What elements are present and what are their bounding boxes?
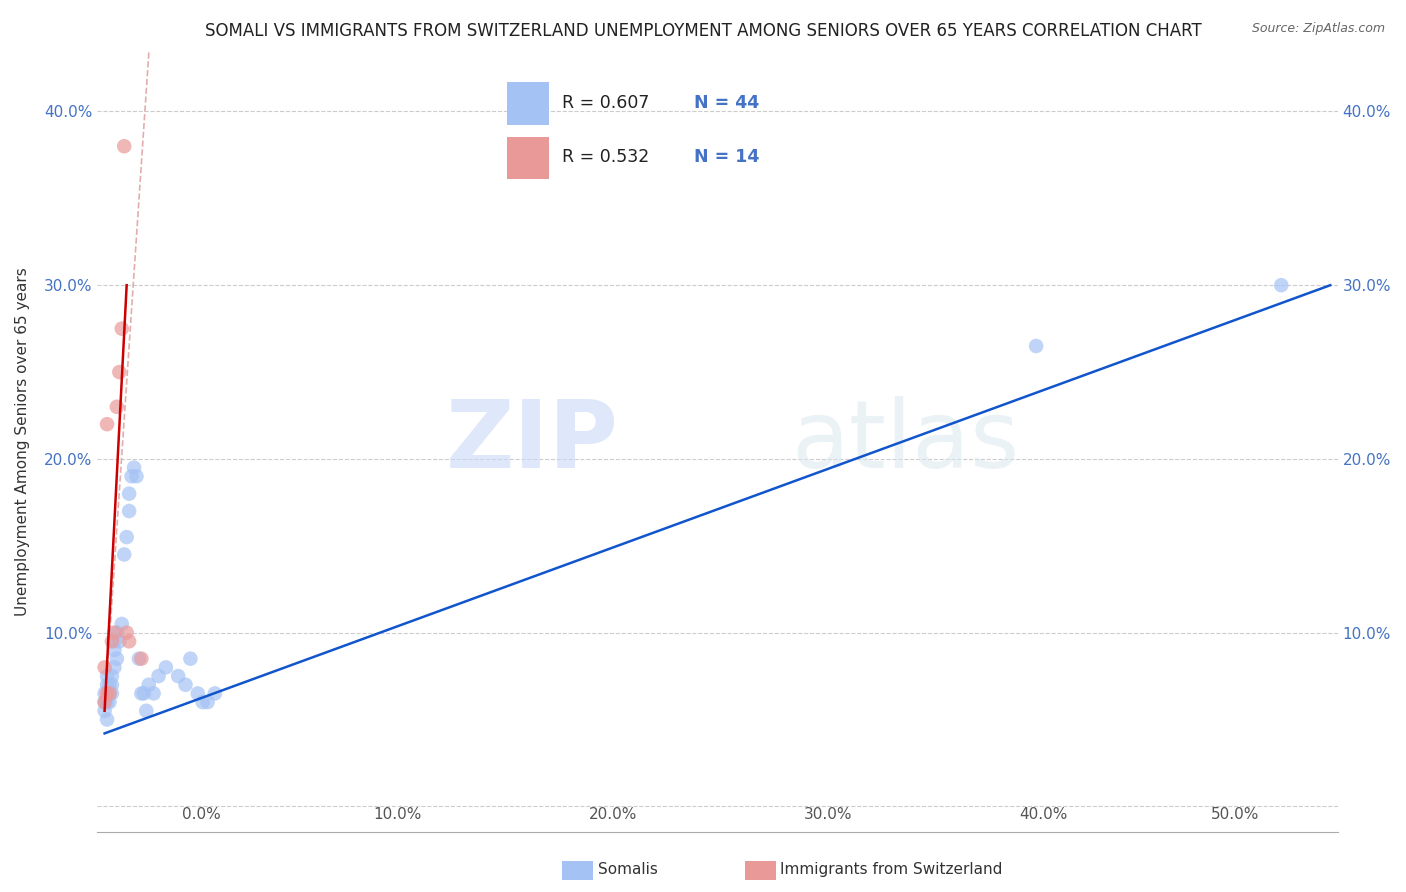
Point	[105, 651, 128, 665]
Point	[96, 713, 118, 727]
Point	[98, 686, 121, 700]
Text: 50.0%: 50.0%	[1211, 807, 1258, 822]
Point	[204, 686, 226, 700]
Text: ZIP: ZIP	[446, 395, 619, 488]
Text: 20.0%: 20.0%	[589, 807, 637, 822]
Point	[1025, 339, 1047, 353]
Point	[108, 634, 131, 648]
Point	[93, 660, 115, 674]
Point	[135, 704, 157, 718]
Point	[112, 548, 135, 562]
Point	[101, 634, 124, 648]
Point	[108, 365, 131, 379]
Point	[187, 686, 209, 700]
Point	[96, 417, 118, 432]
Point	[103, 660, 125, 674]
Point	[101, 669, 124, 683]
Point	[111, 321, 134, 335]
Point	[98, 678, 121, 692]
Point	[93, 686, 115, 700]
Point	[115, 625, 138, 640]
Point	[167, 669, 190, 683]
Point	[125, 469, 148, 483]
Point	[155, 660, 177, 674]
Text: Somalis: Somalis	[598, 863, 658, 877]
Point	[93, 704, 115, 718]
Y-axis label: Unemployment Among Seniors over 65 years: Unemployment Among Seniors over 65 years	[15, 268, 30, 615]
Point	[115, 530, 138, 544]
Point	[148, 669, 170, 683]
Point	[118, 486, 141, 500]
Point	[121, 469, 143, 483]
Text: SOMALI VS IMMIGRANTS FROM SWITZERLAND UNEMPLOYMENT AMONG SENIORS OVER 65 YEARS C: SOMALI VS IMMIGRANTS FROM SWITZERLAND UN…	[205, 22, 1201, 40]
Point	[128, 651, 150, 665]
Point	[111, 616, 134, 631]
Point	[98, 695, 121, 709]
Point	[142, 686, 165, 700]
Point	[96, 669, 118, 683]
Point	[96, 695, 118, 709]
Point	[105, 625, 128, 640]
Text: Source: ZipAtlas.com: Source: ZipAtlas.com	[1251, 22, 1385, 36]
Point	[98, 686, 121, 700]
Point	[93, 695, 115, 709]
Point	[179, 651, 201, 665]
Point	[103, 643, 125, 657]
Point	[96, 686, 118, 700]
Point	[122, 460, 145, 475]
Text: 0.0%: 0.0%	[183, 807, 221, 822]
Text: 30.0%: 30.0%	[804, 807, 852, 822]
Point	[174, 678, 197, 692]
Point	[118, 504, 141, 518]
Point	[191, 695, 214, 709]
Point	[93, 695, 115, 709]
Point	[96, 678, 118, 692]
Text: atlas: atlas	[792, 395, 1021, 488]
Text: 10.0%: 10.0%	[374, 807, 422, 822]
Point	[101, 686, 124, 700]
Point	[138, 678, 160, 692]
Point	[112, 139, 135, 153]
Point	[1270, 278, 1292, 293]
Point	[197, 695, 219, 709]
Text: Immigrants from Switzerland: Immigrants from Switzerland	[780, 863, 1002, 877]
Point	[103, 634, 125, 648]
Point	[105, 400, 128, 414]
Text: 40.0%: 40.0%	[1019, 807, 1067, 822]
Point	[103, 625, 125, 640]
Point	[131, 686, 153, 700]
Point	[132, 686, 155, 700]
Point	[118, 634, 141, 648]
Point	[101, 678, 124, 692]
Point	[131, 651, 153, 665]
